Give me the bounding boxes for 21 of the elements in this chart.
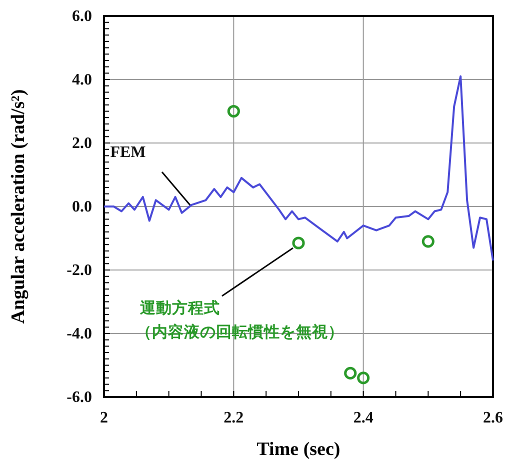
- x-tick-label: 2.6: [483, 409, 503, 426]
- y-tick-label: -4.0: [66, 326, 92, 343]
- y-tick-label: 6.0: [72, 8, 92, 26]
- y-tick-label: -2.0: [66, 262, 92, 280]
- y-tick-label: 2.0: [72, 135, 92, 152]
- point: [357, 372, 370, 384]
- y-tick-label: 4.0: [72, 72, 92, 89]
- x-tick-label: 2: [100, 409, 108, 426]
- point: [422, 235, 434, 248]
- point: [227, 104, 240, 118]
- text: FEM: [110, 144, 146, 161]
- x-axis-title: Time (sec): [256, 439, 340, 460]
- y-tick-label: -6.0: [66, 389, 92, 406]
- x-tick-label: 2.2: [224, 409, 244, 426]
- line-series: [103, 75, 494, 262]
- series-label: 運動方程式（内容液の回転慣性を無視）: [136, 298, 344, 341]
- point: [292, 236, 305, 250]
- y-axis-title: Angular acceleration (rad/s²): [8, 89, 29, 324]
- point: [344, 366, 357, 380]
- y-tick-label: 0.0: [72, 198, 92, 216]
- x-tick-label: 2.4: [353, 409, 374, 426]
